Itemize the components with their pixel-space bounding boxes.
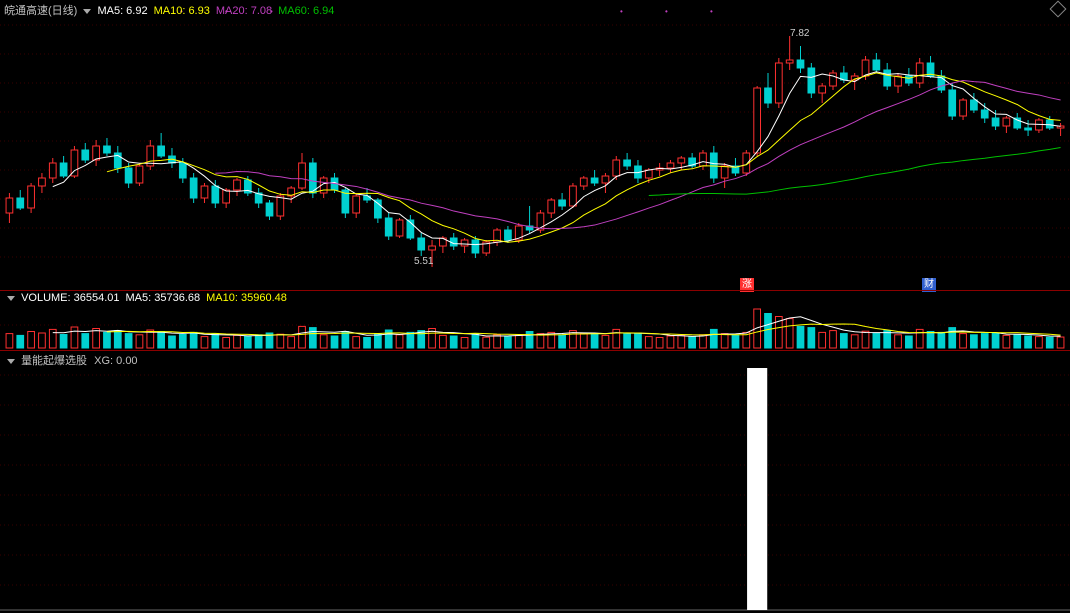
vol-item: MA5: 35736.68 bbox=[126, 292, 201, 304]
price-header: 皖通高速(日线) MA5: 6.92 MA10: 6.93 MA20: 7.08 MA… bbox=[4, 2, 340, 18]
indicator-panel[interactable]: 量能起爆选股 XG: 0.00 bbox=[0, 350, 1070, 613]
chevron-down-icon[interactable] bbox=[7, 296, 15, 301]
vol-item: MA10: 35960.48 bbox=[206, 292, 287, 304]
indicator-xg-label: XG: bbox=[94, 355, 113, 367]
low-price-label: 5.51 bbox=[414, 256, 433, 267]
stock-chart-container: 皖通高速(日线) MA5: 6.92 MA10: 6.93 MA20: 7.08 MA… bbox=[0, 0, 1070, 613]
volume-header: VOLUME: 36554.01 MA5: 35736.68 MA10: 35960… bbox=[4, 292, 293, 304]
ma-item: MA10: 6.93 bbox=[154, 5, 210, 17]
ma-item: MA60: 6.94 bbox=[278, 5, 334, 17]
indicator-chart-svg bbox=[0, 350, 1070, 613]
price-panel[interactable]: 皖通高速(日线) MA5: 6.92 MA10: 6.93 MA20: 7.08 MA… bbox=[0, 0, 1070, 290]
indicator-xg-value: 0.00 bbox=[116, 355, 137, 367]
indicator-header: 量能起爆选股 XG: 0.00 bbox=[4, 352, 138, 368]
volume-panel[interactable]: VOLUME: 36554.01 MA5: 35736.68 MA10: 35960… bbox=[0, 290, 1070, 350]
indicator-name: 量能起爆选股 bbox=[21, 355, 87, 367]
high-price-label: 7.82 bbox=[790, 28, 809, 39]
chevron-down-icon[interactable] bbox=[83, 9, 91, 14]
chevron-down-icon[interactable] bbox=[7, 359, 15, 364]
price-chart-svg bbox=[0, 0, 1070, 290]
ma-item: MA20: 7.08 bbox=[216, 5, 272, 17]
vol-item: VOLUME: 36554.01 bbox=[21, 292, 119, 304]
ma-item: MA5: 6.92 bbox=[97, 5, 147, 17]
stock-title: 皖通高速(日线) bbox=[4, 5, 77, 17]
